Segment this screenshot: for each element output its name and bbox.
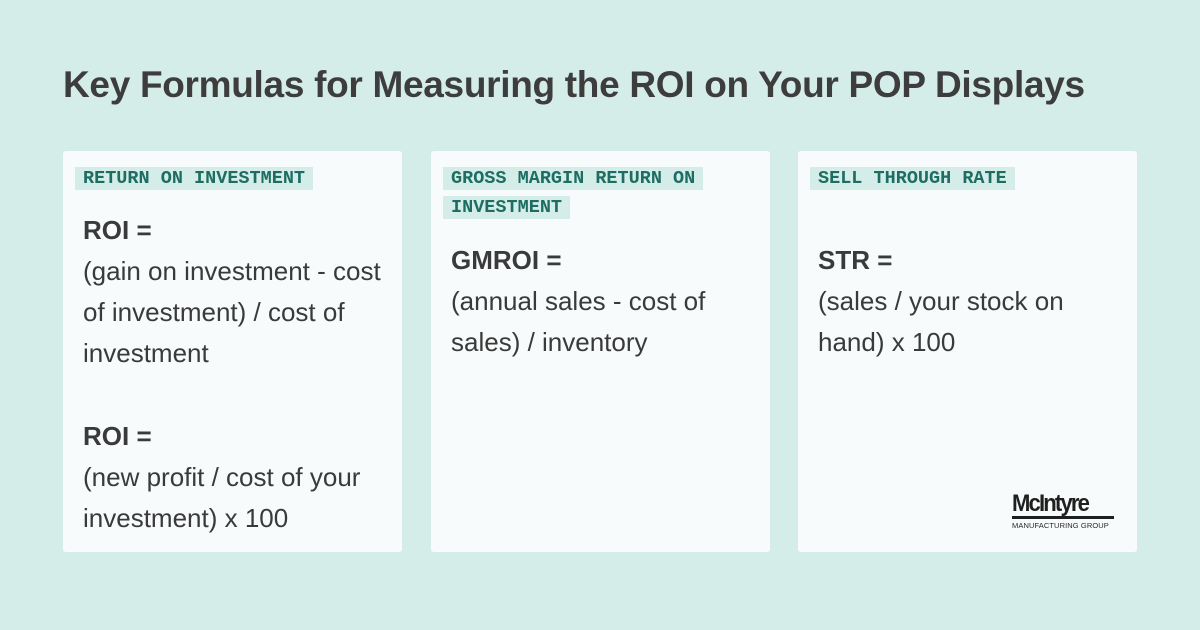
formula-name: GMROI =: [451, 245, 562, 275]
page-title: Key Formulas for Measuring the ROI on Yo…: [63, 64, 1085, 105]
formula-block: ROI = (new profit / cost of your investm…: [83, 416, 388, 539]
formula-block: GMROI = (annual sales - cost of sales) /…: [451, 240, 756, 363]
logo-subtitle: MANUFACTURING GROUP: [1012, 521, 1109, 530]
formula-expression: (annual sales - cost of sales) / invento…: [451, 286, 706, 357]
tag-label: RETURN ON INVESTMENT: [75, 167, 314, 190]
company-logo: McIntyre MANUFACTURING GROUP: [1012, 490, 1122, 530]
logo-wordmark: McIntyre: [1012, 490, 1090, 517]
formula-name: ROI =: [83, 215, 152, 245]
card-sell-through-rate: SELL THROUGH RATE STR = (sales / your st…: [798, 151, 1137, 552]
logo-underline: [1012, 516, 1114, 519]
formula-block: STR = (sales / your stock on hand) x 100: [818, 240, 1123, 363]
tag-label: SELL THROUGH RATE: [810, 167, 1015, 190]
card-return-on-investment: RETURN ON INVESTMENT ROI = (gain on inve…: [63, 151, 402, 552]
formula-name: STR =: [818, 245, 893, 275]
card-tag: GROSS MARGIN RETURN ON INVESTMENT: [443, 164, 770, 222]
card-tag: RETURN ON INVESTMENT: [75, 164, 314, 193]
formula-expression: (new profit / cost of your investment) x…: [83, 462, 361, 533]
card-gross-margin-return-on-investment: GROSS MARGIN RETURN ON INVESTMENT GMROI …: [431, 151, 770, 552]
tag-label: GROSS MARGIN RETURN ON INVESTMENT: [443, 167, 704, 219]
formula-block: ROI = (gain on investment - cost of inve…: [83, 210, 388, 374]
formula-expression: (sales / your stock on hand) x 100: [818, 286, 1064, 357]
formula-expression: (gain on investment - cost of investment…: [83, 256, 381, 368]
formula-name: ROI =: [83, 421, 152, 451]
card-tag: SELL THROUGH RATE: [810, 164, 1015, 193]
